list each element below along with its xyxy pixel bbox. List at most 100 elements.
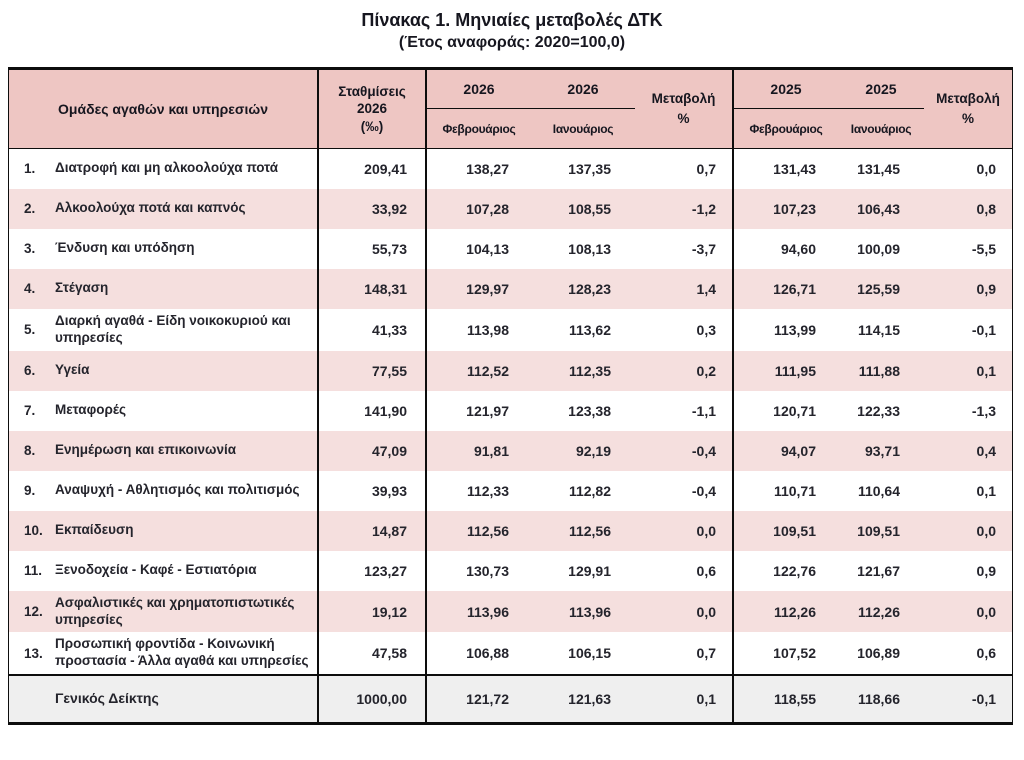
header-year-2026-feb: 2026 [463, 81, 495, 98]
header-year-2025-jan: 2025 [865, 81, 897, 98]
header-change-2025-line2: % [961, 110, 974, 126]
category-name: Ενημέρωση και επικοινωνία [55, 442, 237, 458]
row-number: 7. [24, 403, 36, 419]
index-jan-2025: 93,71 [864, 442, 900, 459]
index-feb-2025: 94,07 [780, 442, 816, 459]
table-row: 2. Αλκοολούχα ποτά και καπνός 33,92 107,… [9, 188, 1012, 229]
change-2026: 0,7 [635, 148, 734, 189]
weight-value: 55,73 [319, 228, 427, 269]
cpi-table: Ομάδες αγαθών και υπηρεσιών Σταθμίσεις 2… [8, 66, 1013, 726]
index-jan-2025: 110,64 [857, 482, 900, 499]
row-number: 4. [24, 281, 36, 297]
row-number: 13. [24, 645, 43, 661]
row-number: 9. [24, 483, 36, 499]
header-years-2025: 2025 2025 [734, 70, 924, 110]
index-feb-2025: 111,95 [774, 362, 816, 379]
table-row: 12. Ασφαλιστικές και χρηματοπιστωτικές υ… [9, 590, 1012, 633]
index-jan-2026: 128,23 [568, 280, 611, 297]
category-cell: 9. Αναψυχή - Αθλητισμός και πολιτισμός [9, 470, 319, 511]
weight-value: 41,33 [319, 308, 427, 351]
table-title-block: Πίνακας 1. Μηνιαίες μεταβολές ΔΤΚ (Έτος … [0, 0, 1024, 54]
header-weights-line2: 2026 [356, 101, 388, 117]
index-jan-2025: 125,59 [857, 280, 900, 297]
change-2025: 0,6 [976, 645, 996, 662]
change-2025: -1,3 [971, 402, 996, 419]
header-months-2026: Φεβρουάριος Ιανουάριος [427, 109, 635, 148]
table-header-row: Ομάδες αγαθών και υπηρεσιών Σταθμίσεις 2… [9, 69, 1012, 149]
change-2025: 0,1 [976, 482, 996, 499]
index-jan-2026: 92,19 [575, 442, 611, 459]
change-2025: -0,1 [971, 321, 996, 338]
row-number: 3. [24, 241, 36, 257]
header-weights-line3: (‰) [360, 118, 384, 134]
table-row: 7. Μεταφορές 141,90 121,97 123,38 -1,1 1… [9, 390, 1012, 431]
table-row: 5. Διαρκή αγαθά - Είδη νοικοκυριού και υ… [9, 308, 1012, 351]
category-name: Μεταφορές [55, 402, 126, 418]
header-change-2025-line1: Μεταβολή [936, 90, 1000, 106]
index-jan-2025: 114,15 [857, 321, 900, 338]
index-feb-2026: 112,33 [466, 482, 509, 499]
weight-value: 123,27 [319, 550, 427, 591]
row-number: 11. [24, 563, 43, 579]
change-2026: -1,2 [635, 188, 734, 229]
header-weights-line1: Σταθμίσεις [338, 83, 406, 99]
row-number: 2. [24, 201, 36, 217]
category-cell: 12. Ασφαλιστικές και χρηματοπιστωτικές υ… [9, 590, 319, 633]
header-change-2026: Μεταβολή % [635, 69, 734, 148]
weight-value: 209,41 [319, 148, 427, 189]
category-cell: 5. Διαρκή αγαθά - Είδη νοικοκυριού και υ… [9, 308, 319, 351]
weight-value: 33,92 [319, 188, 427, 229]
change-2026: -3,7 [635, 228, 734, 269]
change-2026: 1,4 [635, 268, 734, 309]
category-name: Ένδυση και υπόδηση [55, 240, 195, 256]
index-feb-2026: 138,27 [466, 160, 509, 177]
header-years-2026: 2026 2026 [427, 70, 635, 110]
index-feb-2025: 112,26 [773, 603, 816, 620]
index-feb-2026: 113,96 [466, 603, 509, 620]
header-year-2025-feb: 2025 [770, 81, 802, 98]
index-feb-2025: 110,71 [773, 482, 816, 499]
index-jan-2026: 106,15 [568, 645, 611, 662]
category-cell: 13. Προσωπική φροντίδα - Κοινωνική προστ… [9, 632, 319, 675]
table-body: 1. Διατροφή και μη αλκοολούχα ποτά 209,4… [9, 148, 1012, 675]
row-number: 8. [24, 443, 36, 459]
table-row: 1. Διατροφή και μη αλκοολούχα ποτά 209,4… [9, 148, 1012, 189]
category-cell: 6. Υγεία [9, 350, 319, 391]
weight-value: 148,31 [319, 268, 427, 309]
header-months-2025: Φεβρουάριος Ιανουάριος [734, 109, 924, 148]
table-row: 3. Ένδυση και υπόδηση 55,73 104,13 108,1… [9, 228, 1012, 269]
index-feb-2025: 107,52 [773, 645, 816, 662]
category-cell: 10. Εκπαίδευση [9, 510, 319, 551]
total-weight-value: 1000,00 [319, 676, 427, 723]
index-jan-2025: 112,26 [857, 603, 900, 620]
index-jan-2025: 122,33 [857, 402, 900, 419]
change-2026: 0,0 [635, 510, 734, 551]
page-title: Πίνακας 1. Μηνιαίες μεταβολές ΔΤΚ [361, 10, 663, 30]
table-row: 13. Προσωπική φροντίδα - Κοινωνική προστ… [9, 632, 1012, 675]
row-number: 1. [24, 161, 36, 177]
row-number: 12. [24, 604, 43, 620]
index-feb-2025: 107,23 [773, 200, 816, 217]
total-index-feb-2025: 118,55 [773, 691, 816, 708]
category-name: Διαρκή αγαθά - Είδη νοικοκυριού και υπηρ… [55, 312, 291, 345]
index-feb-2025: 126,71 [773, 280, 816, 297]
index-feb-2025: 122,76 [773, 562, 816, 579]
row-number: 5. [24, 322, 36, 338]
index-jan-2025: 111,88 [858, 362, 900, 379]
index-feb-2026: 129,97 [466, 280, 509, 297]
change-2025: 0,4 [976, 442, 996, 459]
category-name: Αλκοολούχα ποτά και καπνός [55, 200, 246, 216]
table-row: 8. Ενημέρωση και επικοινωνία 47,09 91,81… [9, 430, 1012, 471]
index-jan-2026: 112,56 [568, 522, 611, 539]
change-2026: -0,4 [635, 470, 734, 511]
index-jan-2026: 113,62 [568, 321, 611, 338]
change-2025: 0,0 [976, 522, 996, 539]
row-number: 10. [24, 523, 43, 539]
header-change-2026-line1: Μεταβολή [651, 90, 716, 106]
index-feb-2025: 120,71 [773, 402, 816, 419]
category-cell: 2. Αλκοολούχα ποτά και καπνός [9, 188, 319, 229]
change-2025: -5,5 [971, 240, 996, 257]
header-month-feb-2025: Φεβρουάριος [749, 121, 823, 136]
index-jan-2026: 112,82 [568, 482, 611, 499]
index-jan-2026: 108,55 [568, 200, 611, 217]
